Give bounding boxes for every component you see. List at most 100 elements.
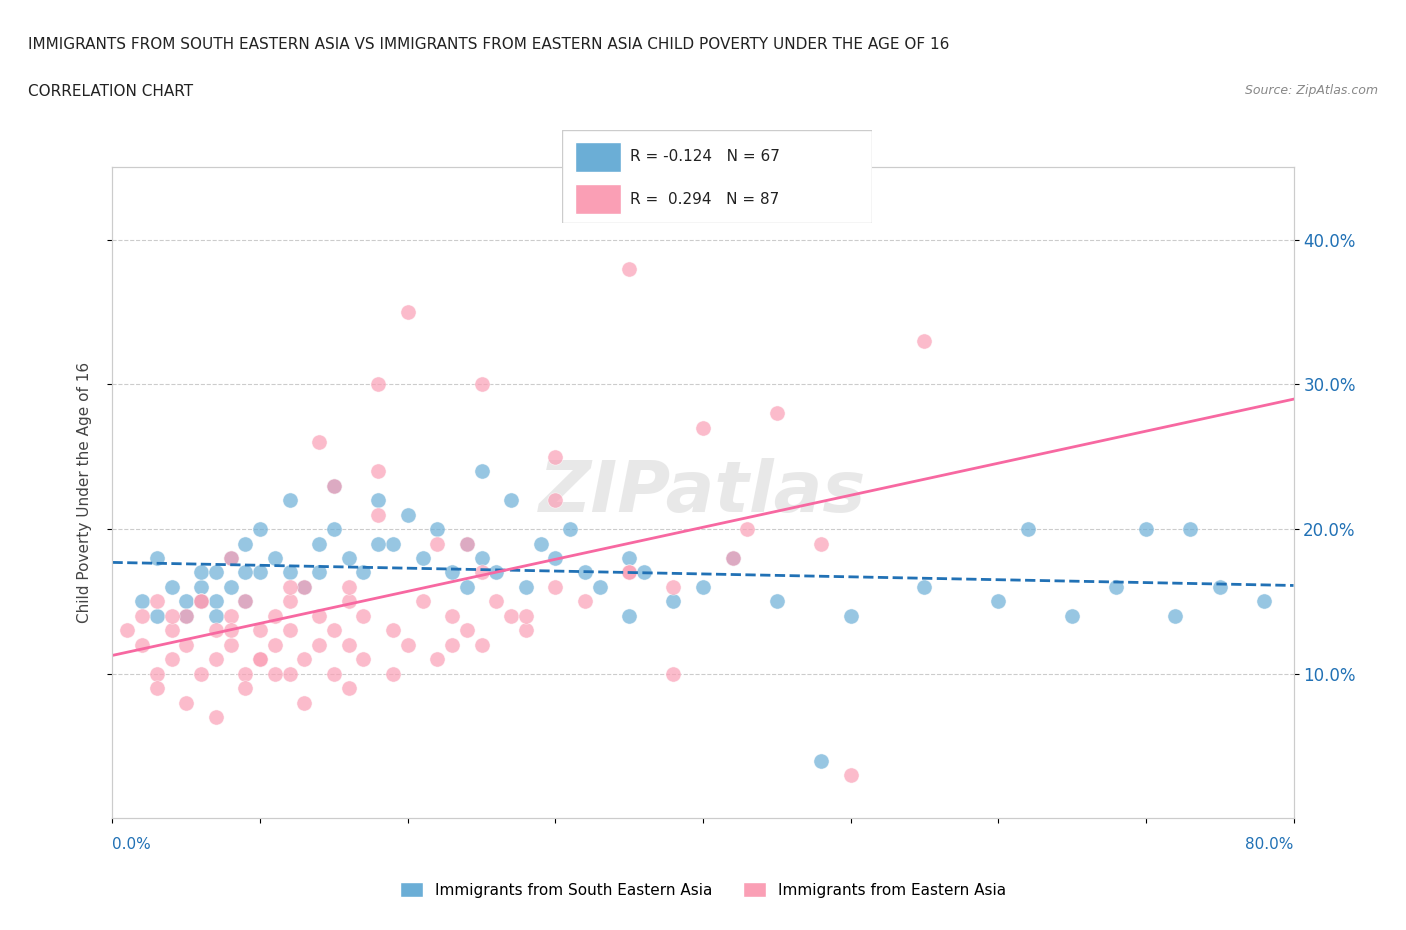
Point (174, 608, 197, 623)
Point (219, 623, 242, 638)
Point (619, 565, 641, 580)
Point (174, 696, 197, 711)
Point (323, 623, 346, 638)
Point (721, 551, 744, 565)
Point (382, 623, 405, 638)
Point (278, 493, 301, 508)
Point (501, 493, 523, 508)
Point (323, 666, 346, 681)
Point (249, 623, 271, 638)
Point (131, 594, 153, 609)
Point (249, 652, 271, 667)
Point (662, 579, 685, 594)
Point (264, 637, 287, 652)
FancyBboxPatch shape (562, 130, 872, 223)
Point (544, 493, 567, 508)
Point (558, 522, 582, 537)
Point (426, 536, 449, 551)
Point (190, 594, 212, 609)
Point (278, 565, 301, 580)
Point (810, 536, 832, 551)
Point (367, 464, 389, 479)
Point (205, 594, 228, 609)
Point (278, 579, 301, 594)
Point (278, 666, 301, 681)
Legend: Immigrants from South Eastern Asia, Immigrants from Eastern Asia: Immigrants from South Eastern Asia, Immi… (394, 875, 1012, 904)
Point (174, 637, 197, 652)
Point (131, 608, 153, 623)
Point (411, 551, 433, 565)
Point (441, 637, 464, 652)
Point (146, 551, 169, 565)
Text: IMMIGRANTS FROM SOUTH EASTERN ASIA VS IMMIGRANTS FROM EASTERN ASIA CHILD POVERTY: IMMIGRANTS FROM SOUTH EASTERN ASIA VS IM… (28, 37, 949, 52)
Point (190, 565, 212, 580)
Point (692, 420, 714, 435)
Point (766, 405, 789, 420)
Text: 80.0%: 80.0% (1246, 837, 1294, 852)
Point (1164, 608, 1187, 623)
Point (529, 536, 551, 551)
Point (619, 551, 641, 565)
Point (470, 377, 494, 392)
Point (174, 594, 197, 609)
Point (205, 565, 228, 580)
Point (190, 666, 212, 681)
Point (914, 334, 936, 349)
Point (233, 594, 256, 609)
Point (633, 565, 655, 580)
Point (574, 594, 596, 609)
Point (441, 608, 464, 623)
Point (1062, 608, 1084, 623)
Point (515, 608, 537, 623)
Point (426, 652, 449, 667)
Point (337, 637, 360, 652)
Point (308, 608, 330, 623)
FancyBboxPatch shape (575, 184, 621, 214)
Point (662, 594, 685, 609)
Point (190, 579, 212, 594)
Point (619, 565, 641, 580)
Point (233, 565, 256, 580)
Point (249, 565, 271, 580)
Point (292, 579, 315, 594)
Point (337, 551, 360, 565)
Point (308, 536, 330, 551)
Point (205, 623, 228, 638)
Point (839, 767, 862, 782)
Point (367, 377, 389, 392)
Point (278, 594, 301, 609)
Point (367, 493, 389, 508)
Point (146, 608, 169, 623)
Point (233, 536, 256, 551)
Point (219, 608, 242, 623)
Point (485, 565, 508, 580)
Text: R =  0.294   N = 87: R = 0.294 N = 87 (630, 192, 780, 206)
Point (382, 666, 405, 681)
Point (264, 551, 287, 565)
Point (662, 666, 685, 681)
Point (160, 652, 183, 667)
Point (337, 681, 360, 696)
Point (323, 522, 346, 537)
Point (174, 608, 197, 623)
Point (219, 579, 242, 594)
Point (515, 579, 537, 594)
Point (367, 507, 389, 522)
Point (588, 579, 610, 594)
Point (382, 536, 405, 551)
Text: Source: ZipAtlas.com: Source: ZipAtlas.com (1244, 84, 1378, 97)
Point (352, 565, 374, 580)
Point (721, 551, 744, 565)
Point (426, 522, 449, 537)
Point (205, 608, 228, 623)
Point (737, 522, 759, 537)
Point (456, 536, 478, 551)
Point (160, 608, 183, 623)
Point (515, 623, 537, 638)
Point (323, 478, 346, 493)
Point (278, 623, 301, 638)
Point (219, 551, 242, 565)
Point (839, 608, 862, 623)
Point (456, 536, 478, 551)
Point (574, 565, 596, 580)
